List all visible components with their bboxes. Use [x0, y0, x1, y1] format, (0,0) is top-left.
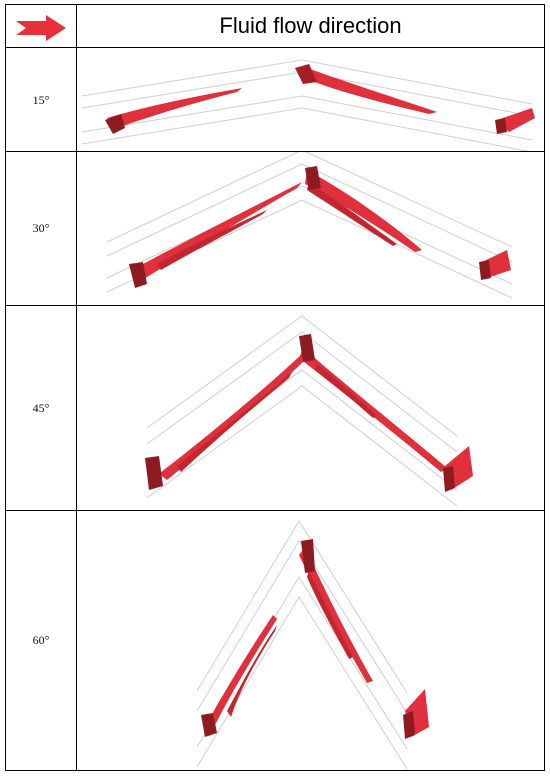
right-arrow-icon — [16, 15, 66, 41]
flow-structure — [201, 539, 429, 739]
figure-table: Fluid flow direction 15° 30° 45° 60° — [5, 4, 545, 771]
channel-walls — [146, 315, 458, 507]
flow-panel-45 — [145, 315, 473, 507]
column-divider — [76, 5, 78, 770]
flow-structure — [145, 334, 473, 492]
angle-label-60: 60° — [32, 633, 50, 647]
flow-panel-15 — [81, 59, 535, 151]
flow-structure — [105, 64, 535, 134]
angle-label-15: 15° — [32, 93, 50, 107]
header-title: Fluid flow direction — [219, 13, 402, 38]
flow-panel-60 — [196, 520, 429, 770]
angle-label-45: 45° — [32, 401, 50, 415]
row-divider — [6, 510, 544, 512]
flow-panel-30 — [106, 152, 513, 299]
row-divider — [6, 47, 544, 49]
row-divider — [6, 151, 544, 153]
flow-structure — [129, 166, 511, 288]
angle-label-30: 30° — [32, 221, 50, 235]
row-divider — [6, 305, 544, 307]
